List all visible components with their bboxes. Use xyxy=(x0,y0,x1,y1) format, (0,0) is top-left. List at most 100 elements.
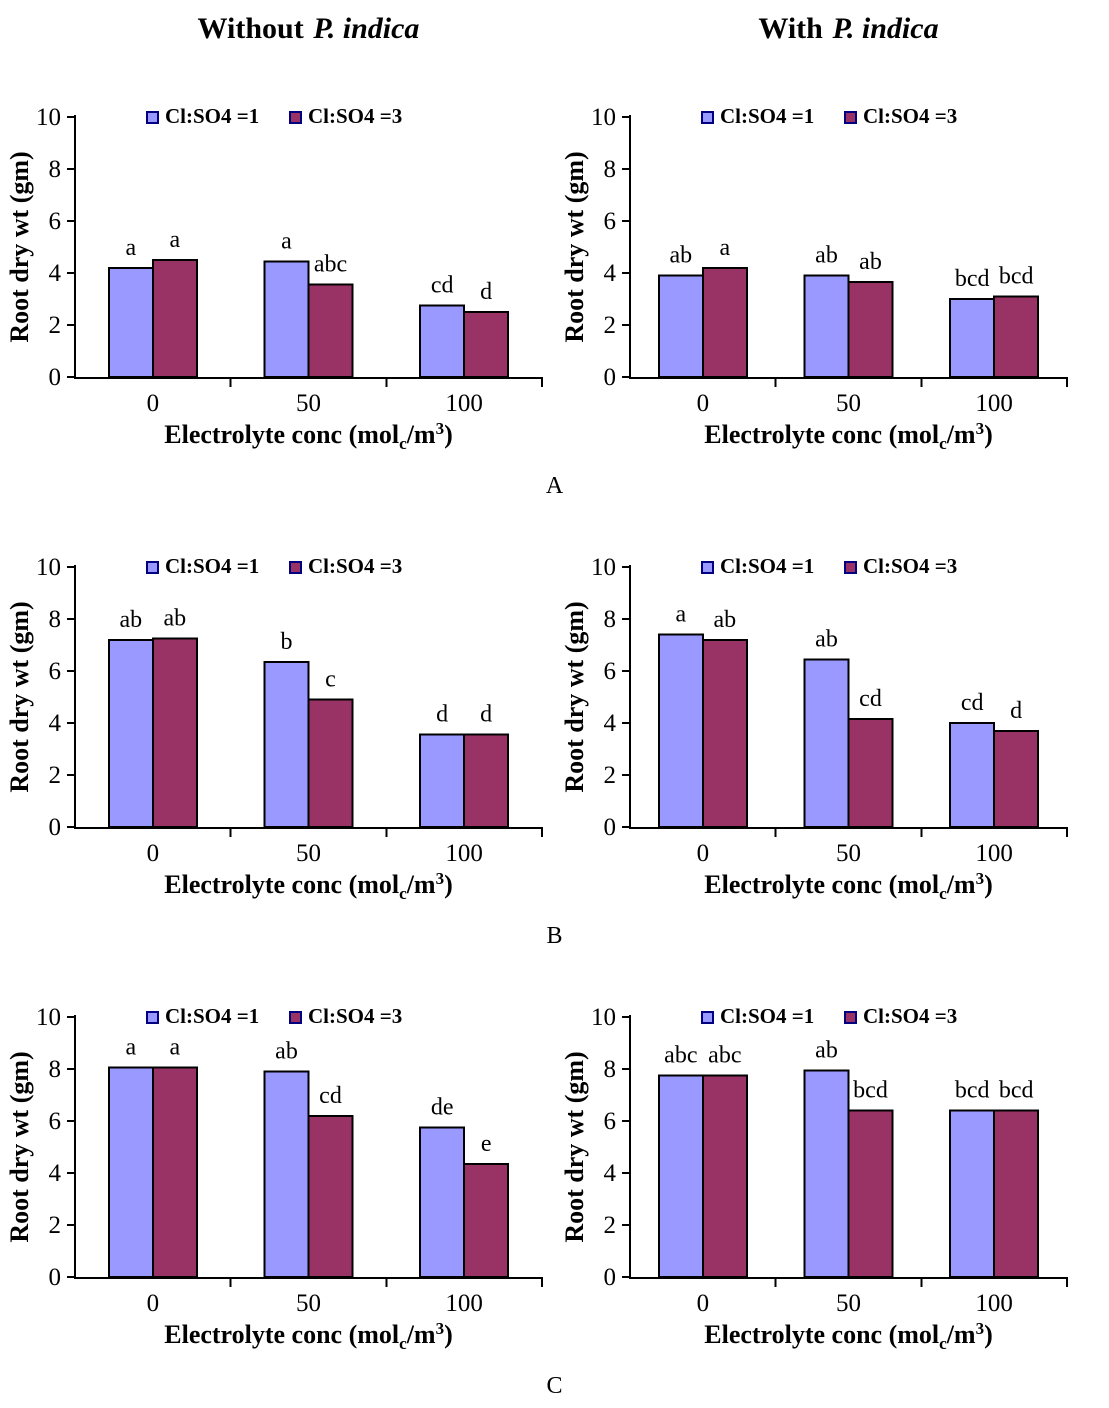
bar-series1-cat0 xyxy=(657,633,704,828)
species-name-italic: P. indica xyxy=(313,12,420,45)
significance-letter: d xyxy=(480,279,492,305)
column-title-with-text: With xyxy=(758,12,823,45)
y-tick-label: 10 xyxy=(36,1004,61,1031)
legend-swatch-1 xyxy=(701,111,714,124)
bar-series2-cat1 xyxy=(307,1114,354,1278)
bar-series2-cat2 xyxy=(463,311,510,378)
x-axis-title: Electrolyte conc (molc/m3) xyxy=(704,869,993,903)
x-axis-title: Electrolyte conc (molc/m3) xyxy=(704,419,993,453)
bar-series1-cat2 xyxy=(949,1109,996,1278)
bar-series2-cat1 xyxy=(307,698,354,829)
significance-letter: ab xyxy=(120,607,143,633)
x-category-label: 50 xyxy=(836,1290,861,1317)
x-category-label: 0 xyxy=(697,840,710,867)
significance-letter: cd xyxy=(431,273,454,299)
bar-series1-cat1 xyxy=(803,1069,850,1278)
significance-letter: ab xyxy=(714,607,737,633)
bar-series1-cat1 xyxy=(263,1070,310,1278)
x-axis-title: Electrolyte conc (molc/m3) xyxy=(164,419,453,453)
y-tick-label: 4 xyxy=(604,260,617,287)
x-axis-title: Electrolyte conc (molc/m3) xyxy=(164,869,453,903)
significance-letter: ab xyxy=(670,243,693,269)
significance-letter: ab xyxy=(815,1037,838,1063)
significance-letter: ab xyxy=(275,1039,298,1065)
bar-series2-cat2 xyxy=(993,729,1040,828)
x-axis-title: Electrolyte conc (molc/m3) xyxy=(164,1319,453,1353)
bar-series1-cat0 xyxy=(107,266,154,378)
significance-letter: cd xyxy=(961,690,984,716)
legend-swatch-2 xyxy=(289,1011,302,1024)
y-tick-label: 8 xyxy=(49,606,62,633)
y-tick-label: 10 xyxy=(36,104,61,131)
y-tick-label: 6 xyxy=(604,658,617,685)
column-title-without: Without P. indica xyxy=(75,12,542,48)
bar-series2-cat0 xyxy=(701,638,748,828)
significance-letter: a xyxy=(126,1035,137,1061)
x-category-label: 100 xyxy=(975,840,1013,867)
legend-swatch-2 xyxy=(289,561,302,574)
legend-swatch-1 xyxy=(701,1011,714,1024)
legend-label-2: Cl:SO4 =3 xyxy=(308,1004,402,1028)
legend-swatch-2 xyxy=(289,111,302,124)
legend-label-2: Cl:SO4 =3 xyxy=(308,554,402,578)
significance-letter: abc xyxy=(664,1043,697,1069)
x-axis-title: Electrolyte conc (molc/m3) xyxy=(704,1319,993,1353)
significance-letter: a xyxy=(720,235,731,261)
y-tick-label: 8 xyxy=(49,1056,62,1083)
y-axis-title: Root dry wt (gm) xyxy=(560,151,589,342)
y-tick-label: 0 xyxy=(604,1264,617,1291)
y-tick-label: 6 xyxy=(49,208,62,235)
significance-letter: ab xyxy=(859,249,882,275)
y-tick-label: 2 xyxy=(604,1212,617,1239)
significance-letter: abc xyxy=(314,252,347,278)
y-tick-label: 2 xyxy=(49,762,62,789)
significance-letter: c xyxy=(325,667,336,693)
legend-label-1: Cl:SO4 =1 xyxy=(720,104,814,128)
y-axis-title: Root dry wt (gm) xyxy=(560,601,589,792)
legend-swatch-1 xyxy=(146,1011,159,1024)
bar-series1-cat1 xyxy=(803,658,850,828)
significance-letter: e xyxy=(481,1131,492,1157)
legend-swatch-1 xyxy=(146,561,159,574)
bar-series2-cat2 xyxy=(993,1109,1040,1278)
y-tick-label: 4 xyxy=(49,710,62,737)
x-category-label: 50 xyxy=(296,390,321,417)
bar-series2-cat2 xyxy=(463,1162,510,1278)
bar-series2-cat0 xyxy=(701,1074,748,1278)
legend-label-2: Cl:SO4 =3 xyxy=(863,1004,957,1028)
bar-series2-cat2 xyxy=(993,295,1040,378)
y-tick-label: 2 xyxy=(49,312,62,339)
bar-series1-cat1 xyxy=(263,660,310,829)
y-tick-label: 0 xyxy=(604,814,617,841)
significance-letter: bcd xyxy=(999,263,1034,289)
column-title-with: With P. indica xyxy=(630,12,1067,48)
bar-series2-cat1 xyxy=(307,283,354,378)
y-tick-label: 4 xyxy=(49,260,62,287)
y-tick-label: 10 xyxy=(591,554,616,581)
panel-label-a: A xyxy=(545,473,564,499)
legend-label-1: Cl:SO4 =1 xyxy=(720,1004,814,1028)
legend-swatch-2 xyxy=(844,111,857,124)
y-axis-title: Root dry wt (gm) xyxy=(560,1051,589,1242)
bar-series1-cat2 xyxy=(419,304,466,378)
y-tick-label: 10 xyxy=(591,1004,616,1031)
bar-series2-cat2 xyxy=(463,733,510,828)
bar-series1-cat0 xyxy=(657,1074,704,1278)
significance-letter: ab xyxy=(164,606,187,632)
significance-letter: a xyxy=(676,602,687,628)
x-category-label: 0 xyxy=(147,840,160,867)
significance-letter: d xyxy=(480,702,492,728)
y-tick-label: 0 xyxy=(49,814,62,841)
significance-letter: ab xyxy=(815,626,838,652)
x-category-label: 100 xyxy=(445,1290,483,1317)
legend-swatch-2 xyxy=(844,561,857,574)
legend-label-1: Cl:SO4 =1 xyxy=(165,104,259,128)
bar-series1-cat0 xyxy=(657,274,704,379)
significance-letter: a xyxy=(281,228,292,254)
y-tick-label: 10 xyxy=(591,104,616,131)
y-tick-label: 4 xyxy=(604,1160,617,1187)
bar-series2-cat1 xyxy=(847,281,894,379)
bar-series2-cat1 xyxy=(847,1109,894,1278)
x-category-label: 100 xyxy=(975,1290,1013,1317)
